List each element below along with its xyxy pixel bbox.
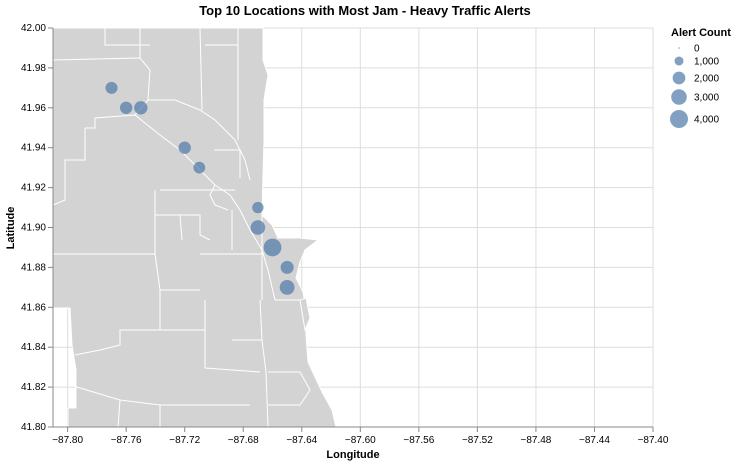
x-tick-label: −87.60 <box>345 435 376 446</box>
x-tick-label: −87.48 <box>520 435 551 446</box>
legend-label: 4,000 <box>694 115 719 126</box>
legend-label: 3,000 <box>694 93 719 104</box>
location-bubble <box>193 161 206 174</box>
location-bubble <box>280 260 294 274</box>
map-land-east-sliver <box>299 297 311 332</box>
y-tick-label: 41.88 <box>21 262 46 273</box>
location-bubble <box>119 101 133 115</box>
legend-symbol <box>674 56 684 66</box>
x-tick-label: −87.40 <box>638 435 669 446</box>
location-bubble <box>105 81 118 94</box>
map-land-west <box>52 27 337 428</box>
x-tick-label: −87.80 <box>52 435 83 446</box>
map-background <box>52 27 337 428</box>
y-tick-label: 42.00 <box>21 23 46 34</box>
legend-label: 0 <box>694 44 700 55</box>
y-tick-label: 41.92 <box>21 183 46 194</box>
location-bubble <box>250 220 266 235</box>
x-axis-title: Longitude <box>326 449 379 461</box>
legend-symbol <box>671 89 687 105</box>
x-tick-label: −87.72 <box>169 435 200 446</box>
location-bubble <box>134 101 148 115</box>
chart-title: Top 10 Locations with Most Jam - Heavy T… <box>199 3 531 18</box>
x-tick-label: −87.44 <box>579 435 610 446</box>
map-borders <box>52 27 311 428</box>
x-axis: −87.80 −87.76 −87.72 −87.68 −87.64 −87.60 −87.… <box>52 427 669 446</box>
legend-symbol <box>670 110 688 128</box>
y-tick-label: 41.98 <box>21 63 46 74</box>
location-bubble <box>252 201 264 214</box>
y-tick-label: 41.94 <box>21 143 46 154</box>
x-tick-label: −87.64 <box>286 435 317 446</box>
legend-symbol <box>672 71 686 85</box>
y-axis-title: Latitude <box>5 207 17 250</box>
y-tick-label: 41.86 <box>21 302 46 313</box>
legend-title: Alert Count <box>671 27 731 39</box>
x-tick-label: −87.52 <box>462 435 493 446</box>
y-tick-label: 41.80 <box>21 422 46 433</box>
y-tick-label: 41.82 <box>21 382 46 393</box>
bubbles <box>105 81 295 295</box>
x-tick-label: −87.68 <box>228 435 259 446</box>
location-bubble <box>178 141 191 154</box>
y-tick-label: 41.90 <box>21 223 46 234</box>
x-tick-label: −87.76 <box>111 435 142 446</box>
location-bubble <box>263 238 282 257</box>
legend-label: 2,000 <box>694 74 719 85</box>
location-bubble <box>279 279 295 295</box>
legend-items: 0 1,000 2,000 3,000 4,000 <box>670 44 719 128</box>
y-tick-label: 41.84 <box>21 342 46 353</box>
y-axis: 41.80 41.82 41.84 41.86 41.88 41.90 41.92 41.94… <box>21 23 53 433</box>
legend-label: 1,000 <box>694 57 719 68</box>
plot-area: −87.80 −87.76 −87.72 −87.68 −87.64 −87.60 −87.… <box>21 23 669 446</box>
x-tick-label: −87.56 <box>403 435 434 446</box>
legend: Alert Count 0 1,000 2,000 3,000 4,000 <box>670 27 731 128</box>
y-tick-label: 41.96 <box>21 103 46 114</box>
legend-symbol <box>678 47 680 49</box>
